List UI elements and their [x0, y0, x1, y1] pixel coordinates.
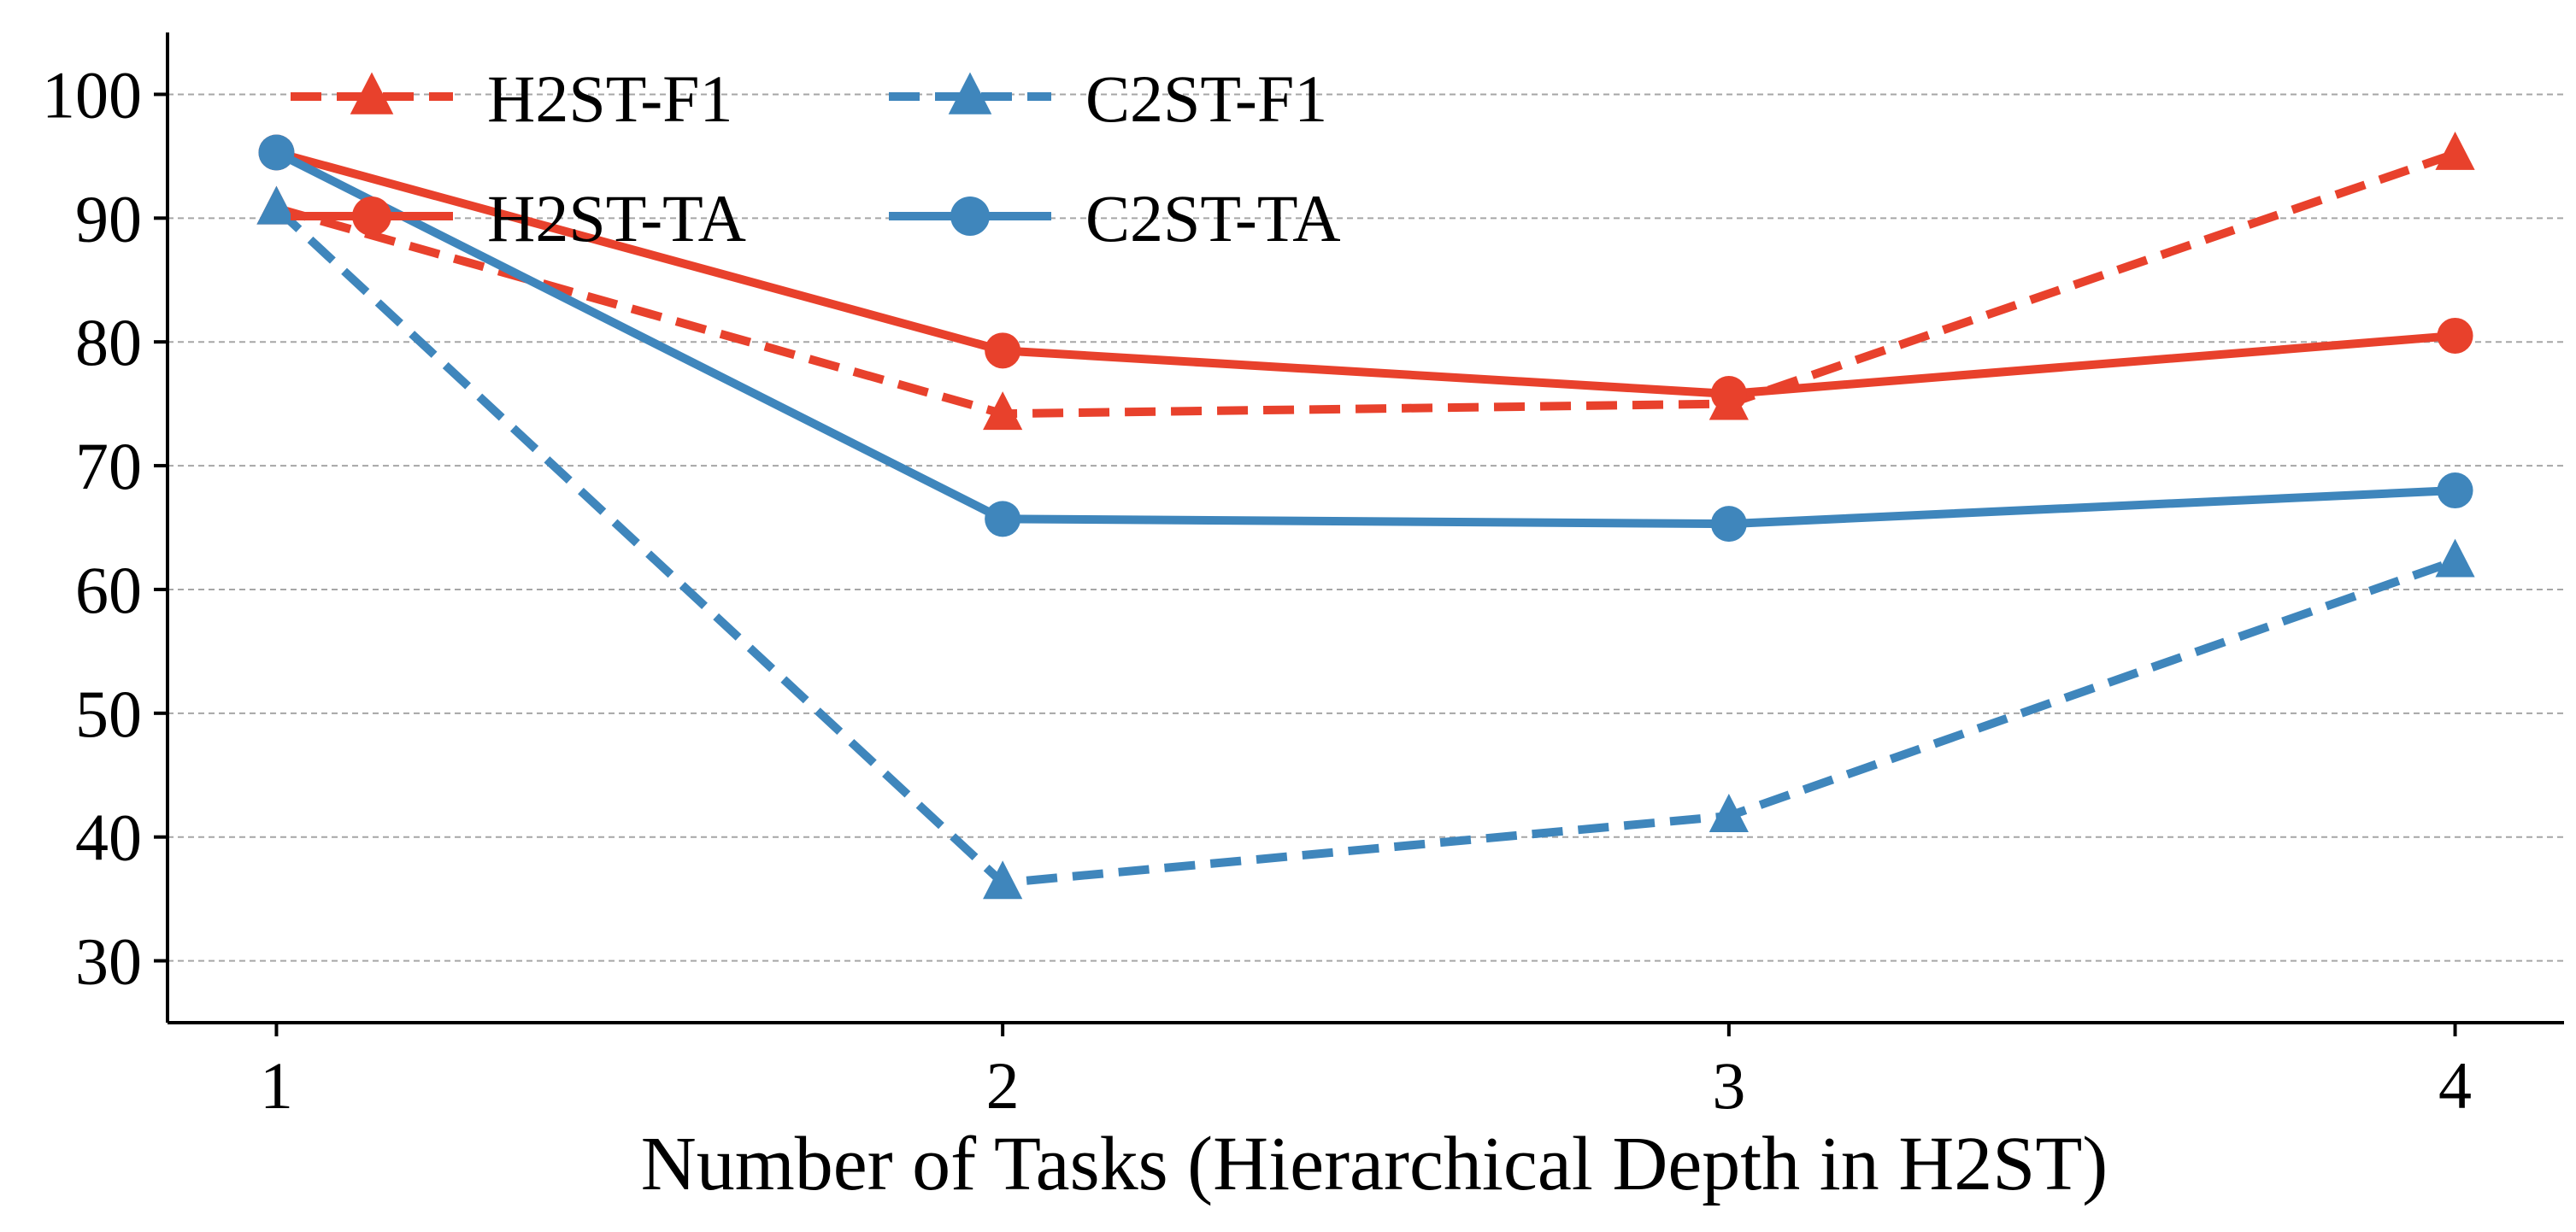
legend-marker-c2st-ta: [950, 197, 990, 236]
y-tick-label: 70: [75, 429, 142, 503]
x-tick-label: 3: [1712, 1048, 1745, 1123]
series-h2st-f1: [256, 131, 2475, 431]
series-c2st-ta: [258, 134, 2473, 543]
y-tick-label: 40: [75, 801, 142, 875]
y-tick-label: 80: [75, 305, 142, 379]
series-line-h2st-f1: [275, 150, 2457, 419]
series-h2st-ta: [258, 134, 2473, 413]
data-point-c2st-ta: [2437, 472, 2473, 509]
x-tick-label: 1: [260, 1048, 293, 1123]
data-point-c2st-ta: [985, 501, 1021, 537]
legend-label-h2st-ta: H2ST-TA: [487, 181, 746, 255]
series-line-c2st-ta: [274, 149, 2455, 529]
data-point-h2st-f1: [2435, 131, 2475, 170]
legend-marker-h2st-ta: [352, 197, 391, 236]
series-line-h2st-ta: [275, 148, 2455, 399]
data-point-c2st-f1: [1709, 794, 1749, 832]
series-line-c2st-f1: [273, 205, 2457, 888]
x-tick-label: 4: [2438, 1048, 2472, 1123]
y-tick-label: 30: [75, 924, 142, 999]
data-point-c2st-ta: [1710, 506, 1747, 543]
legend-label-c2st-f1: C2ST-F1: [1085, 62, 1327, 136]
axes: 30 40 50 60 70 80 90 100 1 2 3 4: [42, 32, 2564, 1123]
data-point-c2st-f1: [983, 860, 1023, 900]
data-point-c2st-ta: [258, 134, 295, 171]
series-c2st-f1: [256, 185, 2475, 900]
legend-label-h2st-f1: H2ST-F1: [487, 62, 733, 136]
data-point-c2st-f1: [2435, 538, 2475, 578]
x-axis-label: Number of Tasks (Hierarchical Depth in H…: [641, 1122, 2108, 1206]
legend-label-c2st-ta: C2ST-TA: [1085, 181, 1341, 255]
legend-item-c2st-ta: C2ST-TA: [889, 181, 1341, 255]
x-tick-label: 2: [986, 1048, 1020, 1123]
y-tick-label: 90: [75, 181, 142, 255]
series-lines: [256, 131, 2475, 900]
legend-item-h2st-ta: H2ST-TA: [291, 181, 746, 255]
legend-marker-c2st-f1: [948, 72, 992, 114]
legend-item-c2st-f1: C2ST-F1: [889, 62, 1327, 136]
y-tick-label: 100: [42, 57, 142, 132]
legend: H2ST-F1 H2ST-TA C2ST-F1 C2ST-TA: [291, 62, 1341, 255]
legend-item-h2st-f1: H2ST-F1: [291, 62, 733, 136]
data-point-h2st-ta: [985, 332, 1021, 369]
data-point-h2st-ta: [2437, 317, 2473, 354]
y-tick-label: 50: [75, 677, 142, 751]
legend-marker-h2st-f1: [350, 72, 394, 114]
data-point-h2st-ta: [1710, 376, 1747, 413]
data-point-c2st-f1: [256, 185, 297, 225]
data-point-h2st-f1: [983, 391, 1023, 431]
y-tick-label: 60: [75, 553, 142, 627]
